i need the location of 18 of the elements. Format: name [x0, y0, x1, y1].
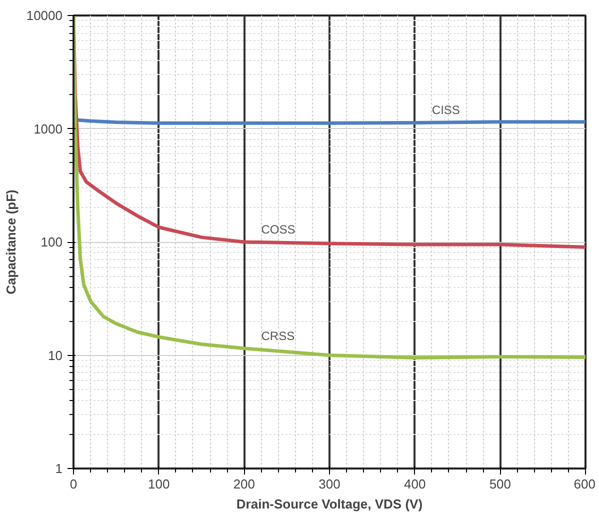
series-label: CRSS — [261, 328, 295, 343]
y-tick-label: 1000 — [34, 121, 62, 136]
x-tick-label: 100 — [148, 476, 170, 492]
x-tick-label: 300 — [318, 476, 340, 492]
x-tick-label: 0 — [70, 476, 78, 492]
x-tick-label: 500 — [489, 476, 512, 492]
x-tick-label: 200 — [233, 476, 256, 492]
y-axis-title: Capacitance (pF) — [3, 190, 18, 294]
x-tick-label: 600 — [574, 476, 596, 492]
x-axis-title: Drain-Source Voltage, VDS (V) — [236, 496, 423, 512]
y-tick-label: 10000 — [26, 8, 63, 23]
y-tick-label: 1 — [55, 461, 63, 476]
line-series — [74, 16, 586, 360]
series-label: CISS — [432, 103, 460, 118]
series-label: COSS — [261, 222, 296, 236]
x-tick-label: 400 — [404, 476, 426, 492]
y-tick-label: 10 — [48, 348, 63, 363]
y-tick-label: 100 — [40, 234, 63, 250]
